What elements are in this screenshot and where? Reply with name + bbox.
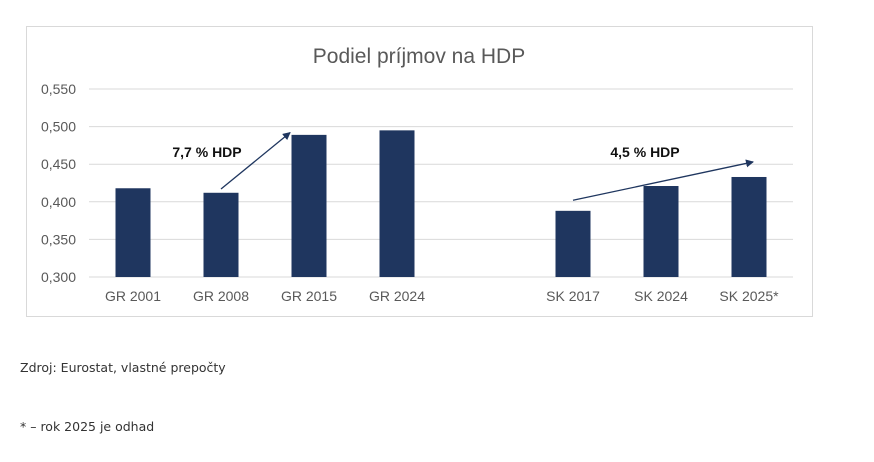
x-tick-label: SK 2025* [719, 288, 779, 304]
bar [731, 176, 767, 277]
chart-title: Podiel príjmov na HDP [313, 45, 525, 68]
bar [115, 188, 151, 277]
bar-chart: Podiel príjmov na HDP 0,300 0,350 0,400 0,4… [26, 26, 813, 317]
x-tick-label: GR 2001 [105, 288, 161, 304]
annotation-label: 4,5 % HDP [610, 144, 679, 160]
bar [643, 186, 679, 277]
x-tick-label: SK 2024 [634, 288, 688, 304]
bar [379, 130, 415, 277]
y-tick-label: 0,550 [41, 81, 76, 97]
bar [203, 192, 239, 277]
bar [291, 134, 327, 277]
y-tick-label: 0,300 [41, 269, 76, 285]
chart-frame [26, 26, 813, 317]
x-tick-label: SK 2017 [546, 288, 600, 304]
trend-arrow [220, 131, 291, 190]
y-tick-label: 0,450 [41, 156, 76, 172]
annotation-label: 7,7 % HDP [172, 144, 241, 160]
x-tick-label: GR 2024 [369, 288, 425, 304]
x-tick-label: GR 2015 [281, 288, 337, 304]
y-tick-label: 0,400 [41, 194, 76, 210]
source-note: Zdroj: Eurostat, vlastné prepočty [20, 360, 226, 375]
bar [555, 210, 591, 277]
footnote: * – rok 2025 je odhad [20, 419, 155, 434]
trend-arrow [572, 159, 754, 201]
y-tick-label: 0,350 [41, 231, 76, 247]
y-tick-label: 0,500 [41, 119, 76, 135]
x-tick-label: GR 2008 [193, 288, 249, 304]
